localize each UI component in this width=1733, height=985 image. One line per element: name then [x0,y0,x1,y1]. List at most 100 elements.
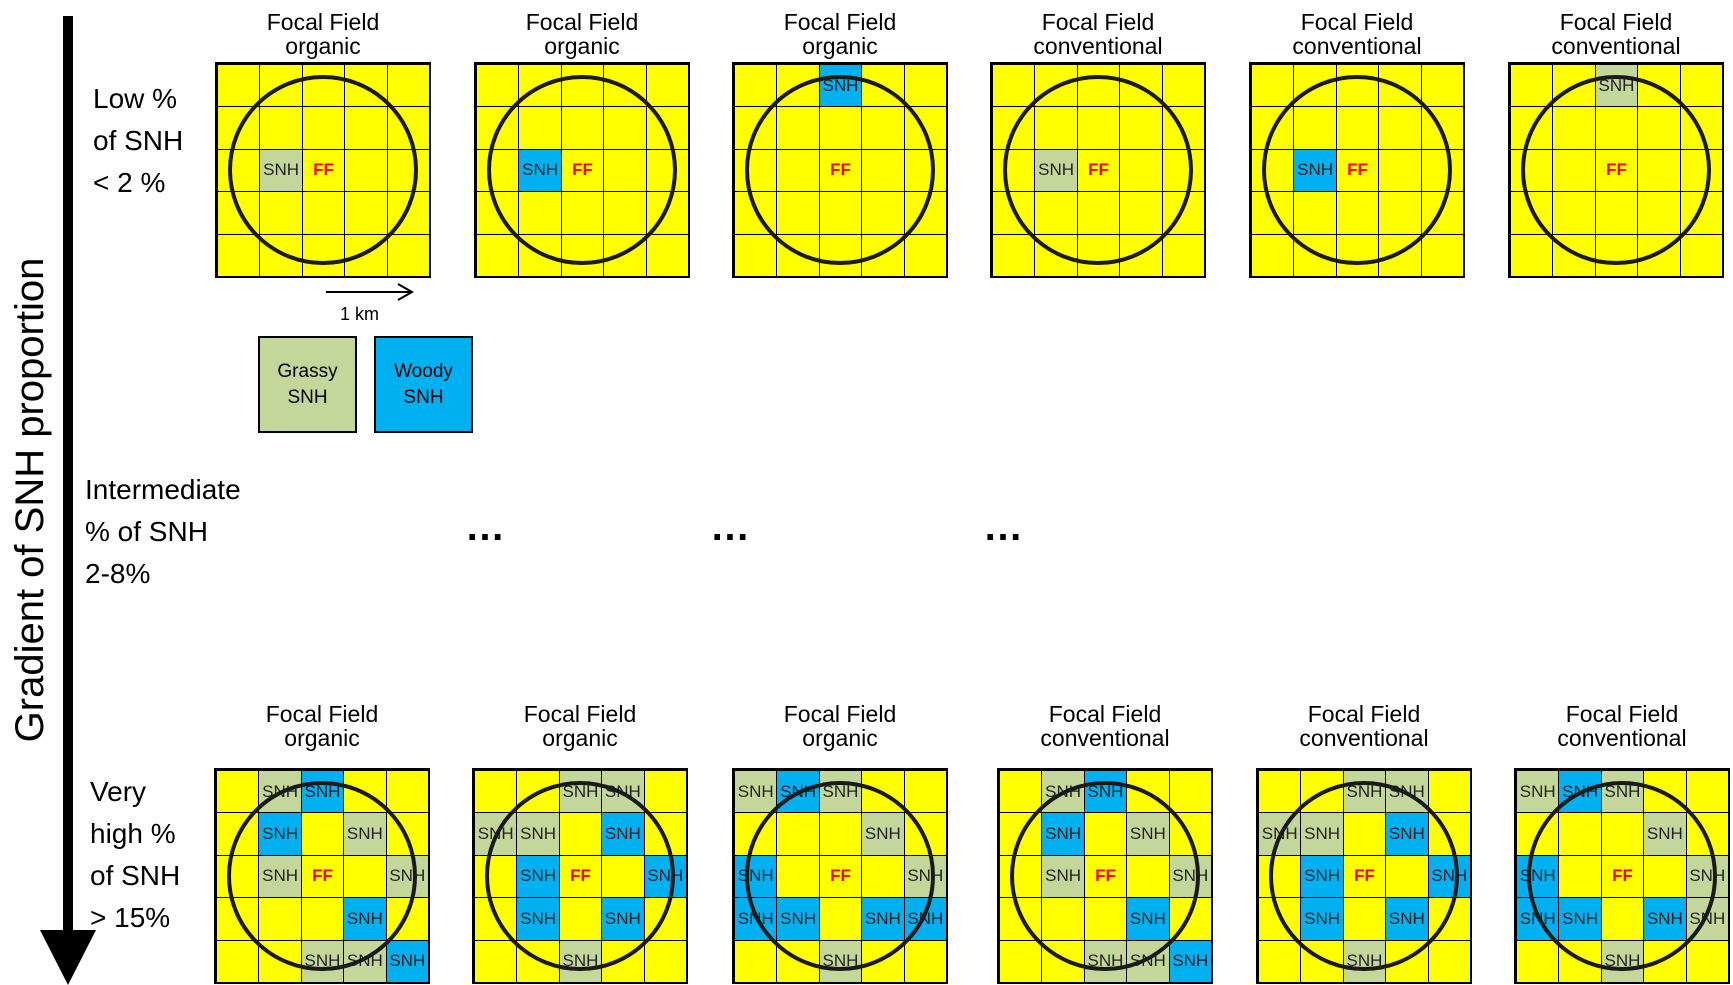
crop-cell [903,770,947,814]
crop-cell [861,106,905,150]
snh-label: SNH [737,866,774,886]
scale-label: 1 km [340,304,380,324]
crop-cell [518,233,562,277]
woody-snh-cell: SNH [861,897,905,941]
crop-cell [1161,191,1205,235]
snh-label: SNH [520,866,557,886]
crop-cell [776,812,820,856]
snh-label: SNH [1172,951,1209,971]
grassy-snh-cell: SNH [1342,770,1387,814]
crop-cell [1600,897,1645,941]
ellipsis-3: … [983,505,1027,549]
crop-cell [560,64,605,108]
crop-cell [1335,233,1380,277]
woody-snh-cell: SNH [1385,812,1429,856]
snh-label: SNH [647,866,684,886]
grassy-snh-cell: SNH [1685,854,1729,899]
crop-cell [1385,939,1429,983]
crop-cell [216,812,260,856]
crop-cell [386,148,430,193]
crop-cell [301,106,346,150]
crop-cell [861,191,905,235]
crop-cell [386,233,430,277]
crop-cell [1385,854,1429,899]
crop-cell [1251,106,1295,150]
panel-field-type: organic [802,725,878,751]
crop-cell [516,770,560,814]
scale-arrow-icon [326,283,415,301]
woody-snh-cell: SNH [343,897,387,941]
crop-cell [1161,148,1205,193]
crop-cell [344,191,388,235]
crop-cell [1516,812,1560,856]
grassy-snh-cell: SNH [1643,812,1687,856]
snh-label: SNH [520,824,557,844]
woody-snh-cell: SNH [258,812,302,856]
crop-cell [1637,233,1681,277]
landscape-grid: SNH SNH SNH SNH SNH SNH FF SNH SNH SNH SNH [472,768,688,984]
crop-cell [1420,106,1464,150]
snh-label: SNH [604,824,641,844]
crop-cell [1293,233,1337,277]
crop-cell [734,148,778,193]
snh-label: SNH [1087,781,1124,801]
grassy-snh-cell: SNH [1385,770,1429,814]
crop-cell [301,191,346,235]
crop-cell [1594,106,1639,150]
grassy-snh-cell: SNH [818,939,863,983]
landscape-grid: SNH FF [732,62,948,278]
woody-snh-cell: SNH [1385,897,1429,941]
grassy-snh-cell: SNH [385,854,429,899]
focal-field-label: FF [1612,866,1633,886]
crop-cell [643,770,687,814]
panel-field-type: organic [285,33,361,59]
snh-label: SNH [1519,781,1556,801]
woody-snh-cell: SNH [1300,897,1344,941]
crop-cell [903,106,947,150]
grassy-snh-cell: SNH [861,812,905,856]
crop-cell [1679,191,1723,235]
crop-cell [643,812,687,856]
panel-title: Focal Field [265,701,379,727]
crop-cell [818,233,863,277]
crop-cell [734,191,778,235]
crop-cell [734,812,778,856]
snh-label: SNH [1045,866,1082,886]
crop-cell [861,148,905,193]
crop-cell [259,233,303,277]
crop-cell [1041,939,1085,983]
woody-snh-cell: SNH [643,854,687,899]
focal-field-cell: FF [1342,854,1387,899]
landscape-grid: SNH FF [215,62,431,278]
snh-label: SNH [780,908,817,928]
crop-cell [1679,64,1723,108]
focal-field-cell: FF [560,148,605,193]
crop-cell [474,854,518,899]
woody-snh-cell: SNH [300,770,345,814]
grassy-snh-cell: SNH [258,770,302,814]
panel-title: Focal Field [1041,9,1155,35]
landscape-grid: SNH SNH SNH SNH SNH FF SNH SNH SNH SNH SNH [997,768,1213,984]
crop-cell [1600,812,1645,856]
snh-label: SNH [1646,908,1683,928]
grassy-snh-cell: SNH [1600,770,1645,814]
crop-cell [861,64,905,108]
landscape-grid: SNH SNH SNH SNH SNH SNH FF SNH SNH SNH SNH [1256,768,1472,984]
crop-cell [1300,939,1344,983]
crop-cell [1378,64,1422,108]
crop-cell [734,64,778,108]
panel-field-type: conventional [1292,33,1422,59]
crop-cell [344,64,388,108]
snh-label: SNH [1646,824,1683,844]
panel-field-type: conventional [1033,33,1163,59]
crop-cell [1119,148,1163,193]
snh-label: SNH [1172,866,1209,886]
crop-cell [1378,191,1422,235]
crop-cell [645,106,689,150]
crop-cell [1552,148,1596,193]
crop-cell [1427,939,1471,983]
crop-cell [1552,233,1596,277]
crop-cell [344,106,388,150]
crop-cell [518,64,562,108]
crop-cell [476,106,520,150]
